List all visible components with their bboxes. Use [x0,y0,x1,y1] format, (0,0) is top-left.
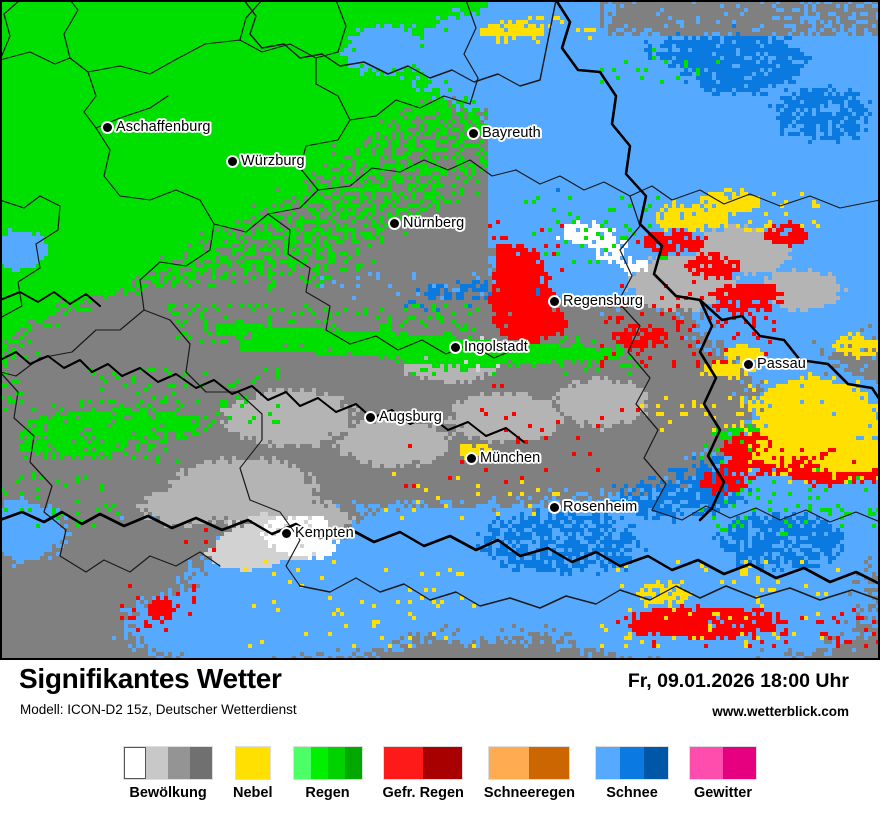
city-dot-icon [467,453,476,463]
legend-swatch-bar [488,746,571,780]
city-label: Ingolstadt [464,339,528,355]
city-marker-passau[interactable]: Passau [744,356,806,372]
legend-item-gefr-regen: Gefr. Regen [383,746,464,801]
legend-swatch [529,747,570,779]
legend-swatch [293,747,311,779]
legend-label: Nebel [233,785,273,801]
legend-swatch [146,747,169,779]
city-marker-augsburg[interactable]: Augsburg [366,409,442,425]
city-dot-icon [469,128,478,138]
site-url: www.wetterblick.com [712,704,849,719]
city-marker-ingolstadt[interactable]: Ingolstadt [451,339,528,355]
legend-label: Schnee [606,785,658,801]
legend-swatch [384,747,424,779]
legend-swatch-bar [688,746,757,780]
legend-swatch [619,747,644,779]
weather-raster-canvas[interactable] [0,0,880,660]
legend-swatch [327,747,345,779]
city-dot-icon [744,359,753,369]
city-marker-wrzburg[interactable]: Würzburg [228,153,305,169]
legend-item-nebel: Nebel [233,746,273,801]
city-dot-icon [550,502,559,512]
city-marker-aschaffenburg[interactable]: Aschaffenburg [103,119,211,135]
legend-label: Bewölkung [129,785,207,801]
legend-item-schnee: Schnee [594,746,669,801]
legend-swatch-bar [123,746,214,780]
city-label: Würzburg [241,153,305,169]
page-title: Signifikantes Wetter [19,663,282,694]
city-marker-bayreuth[interactable]: Bayreuth [469,125,541,141]
legend-swatch [235,747,270,779]
legend-swatch [168,747,191,779]
map-panel[interactable]: Aschaffenburg Würzburg Bayreuth Nürnberg Reg… [0,0,880,660]
city-marker-kempten[interactable]: Kempten [282,525,354,541]
city-dot-icon [451,342,460,352]
city-marker-nrnberg[interactable]: Nürnberg [390,215,464,231]
footer-header: Signifikantes Wetter Modell: ICON-D2 15z… [0,660,880,728]
model-subtitle: Modell: ICON-D2 15z, Deutscher Wetterdie… [20,702,297,717]
legend-item-schneeregen: Schneeregen [484,746,575,801]
city-dot-icon [390,218,399,228]
legend-label: Regen [305,785,350,801]
forecast-datetime: Fr, 09.01.2026 18:00 Uhr [627,670,849,692]
legend-swatch [722,747,756,779]
legend-swatch-bar [292,746,363,780]
legend-swatch [689,747,723,779]
city-label: München [480,450,541,466]
city-label: Rosenheim [563,499,638,515]
city-dot-icon [228,156,237,166]
city-label: Aschaffenburg [116,119,211,135]
city-dot-icon [103,122,112,132]
city-label: Nürnberg [403,215,465,231]
legend-swatch-bar [234,746,271,780]
city-marker-regensburg[interactable]: Regensburg [550,293,643,309]
city-label: Regensburg [563,293,643,309]
city-dot-icon [282,528,291,538]
legend-swatch [423,747,463,779]
legend-label: Schneeregen [483,785,575,801]
legend-item-regen: Regen [292,746,363,801]
city-label: Bayreuth [482,125,541,141]
city-label: Augsburg [379,409,442,425]
city-dot-icon [366,412,375,422]
city-marker-rosenheim[interactable]: Rosenheim [550,499,637,515]
legend-swatch [344,747,362,779]
legend-swatch [595,747,620,779]
city-label: Passau [757,356,806,372]
legend-swatch [310,747,328,779]
legend-label: Gewitter [693,785,752,801]
legend-item-gewitter: Gewitter [688,746,757,801]
footer-panel: Signifikantes Wetter Modell: ICON-D2 15z… [0,660,880,830]
legend: Bewölkung Nebel Regen Gefr. Regen Schneerege… [0,746,880,801]
city-dot-icon [550,296,559,306]
legend-label: Gefr. Regen [382,785,464,801]
legend-item-bew-lkung: Bewölkung [123,746,214,801]
legend-swatch-bar [594,746,669,780]
legend-swatch [489,747,530,779]
city-marker-mnchen[interactable]: München [467,450,540,466]
legend-swatch-bar [383,746,464,780]
legend-swatch [643,747,668,779]
city-label: Kempten [295,525,354,541]
legend-swatch [190,747,213,779]
legend-swatch [124,747,147,779]
